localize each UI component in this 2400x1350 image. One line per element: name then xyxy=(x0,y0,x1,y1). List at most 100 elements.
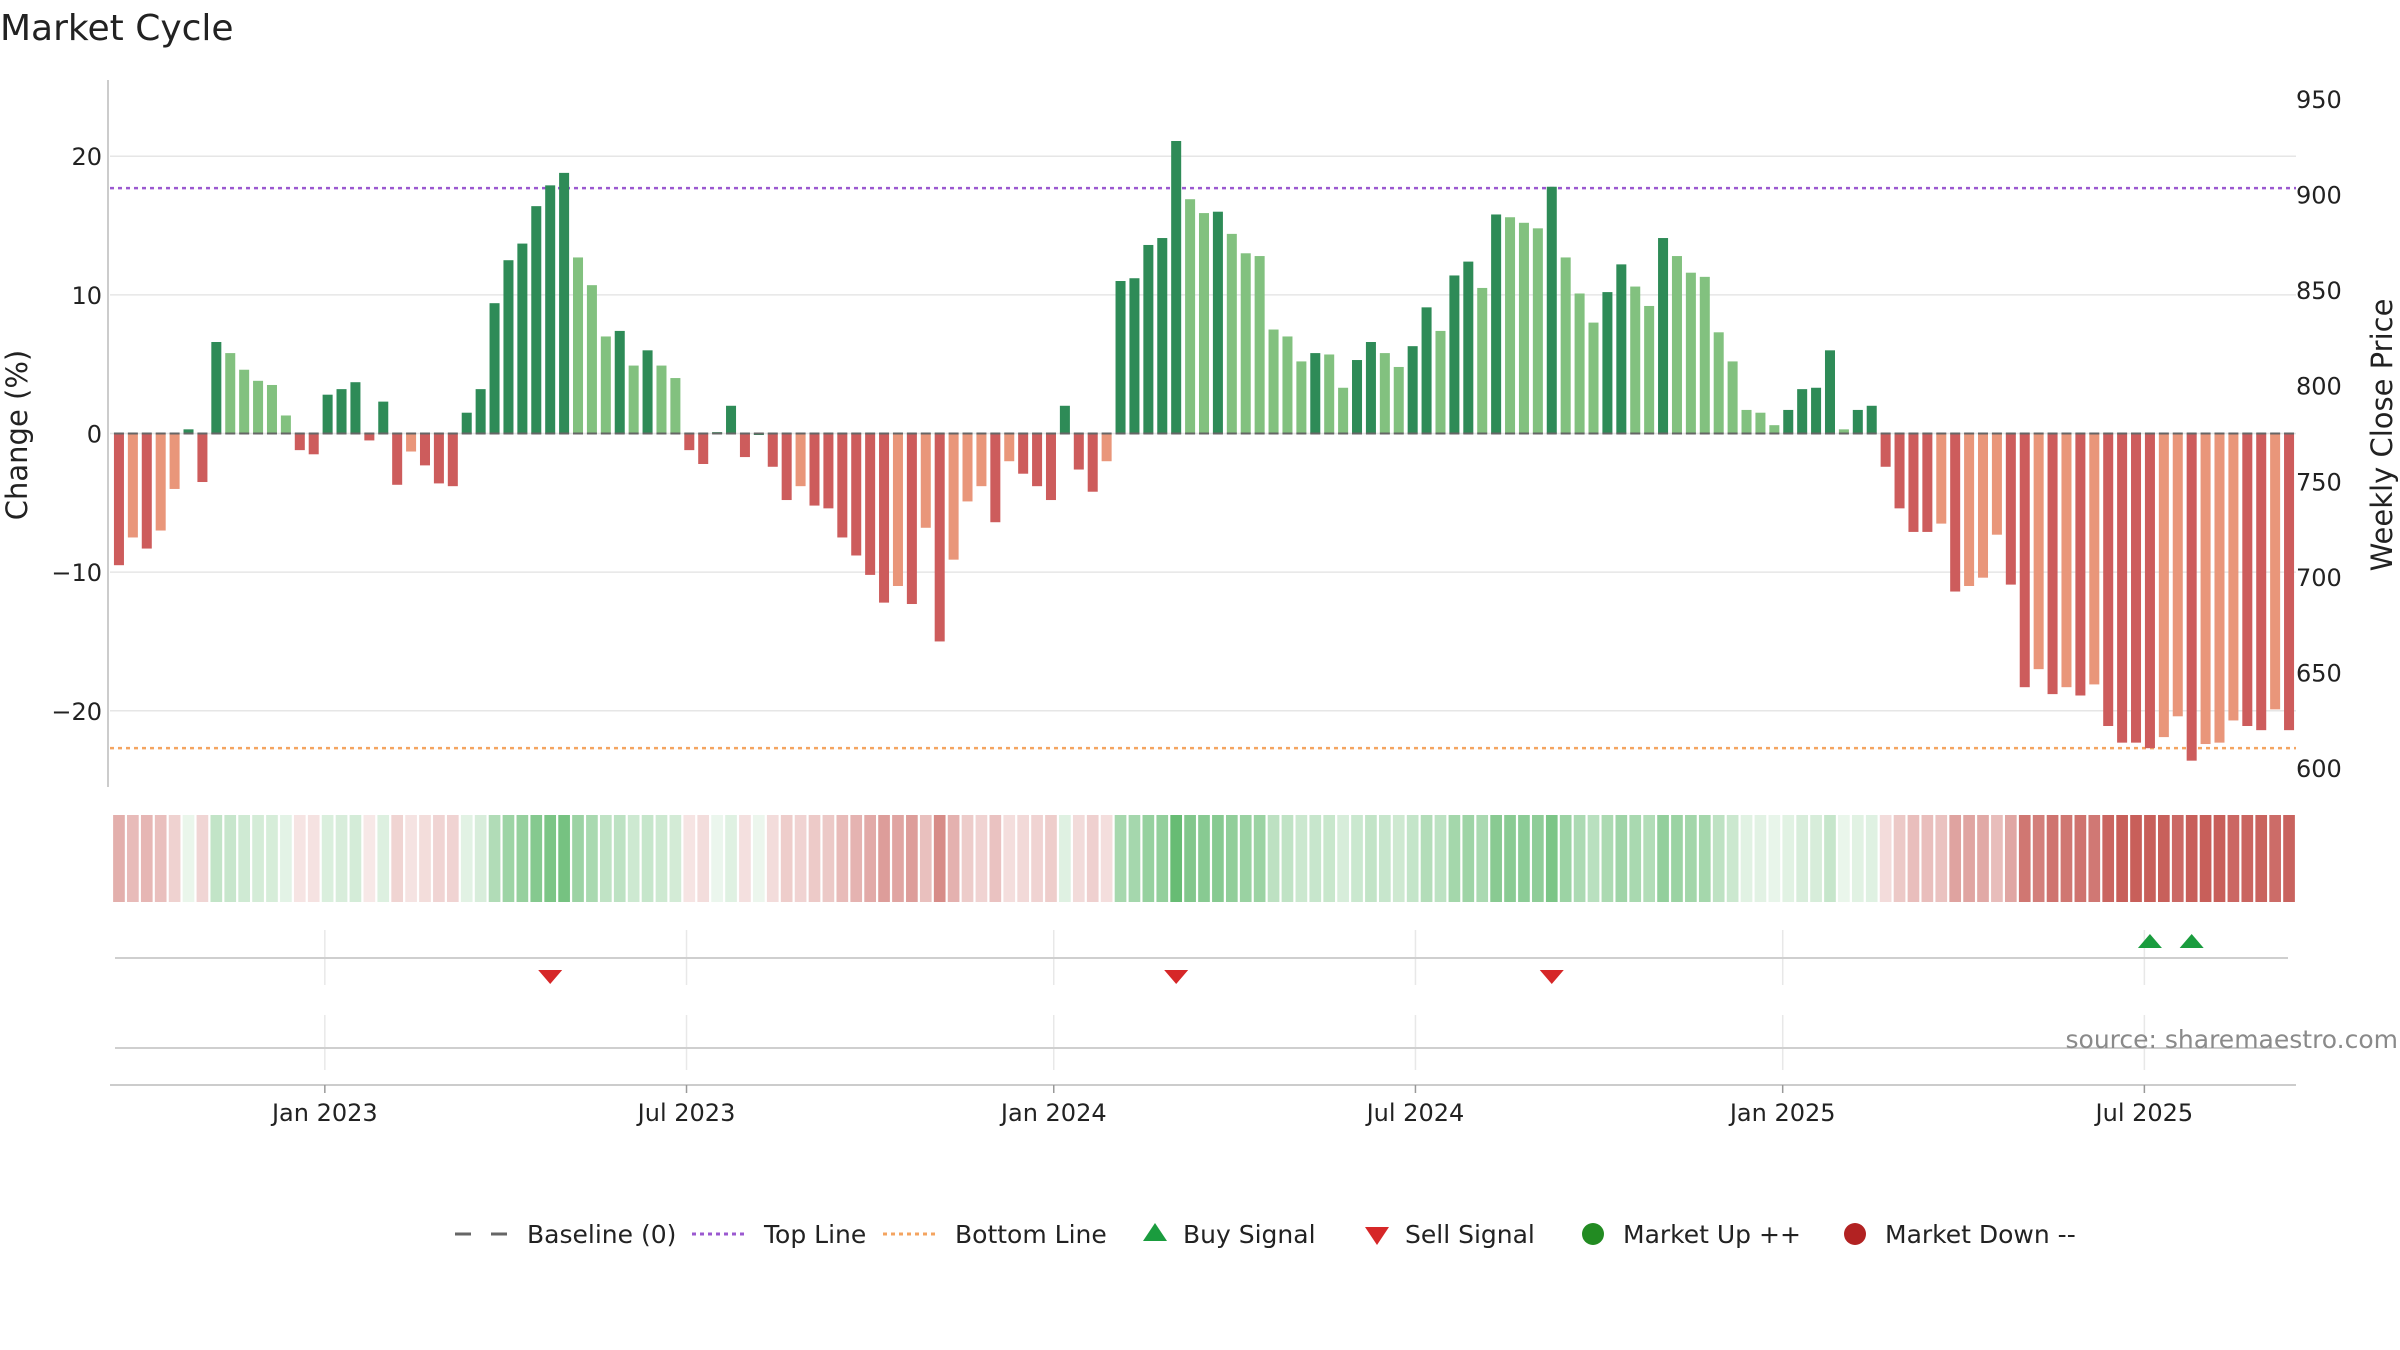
bar xyxy=(1616,264,1627,434)
heat-cell xyxy=(1337,815,1349,902)
bar xyxy=(823,433,834,509)
bar xyxy=(1157,238,1168,434)
heat-cell xyxy=(1253,815,1266,902)
heat-cell xyxy=(864,815,876,902)
heat-cell xyxy=(1100,815,1113,902)
x-tick-label: Jul 2024 xyxy=(1365,1099,1465,1127)
bar xyxy=(308,433,319,455)
bar xyxy=(726,405,737,434)
heat-cell xyxy=(1865,815,1878,902)
heat-cell xyxy=(1031,815,1043,902)
bar xyxy=(1644,305,1655,434)
heat-cell xyxy=(293,815,306,902)
bar xyxy=(294,433,305,451)
heat-cell xyxy=(1212,815,1224,902)
bar xyxy=(183,429,194,434)
bar xyxy=(892,433,903,586)
heat-cell xyxy=(1615,815,1628,902)
bar xyxy=(920,433,931,528)
heat-cell xyxy=(1754,815,1767,902)
heat-cell xyxy=(377,815,390,902)
heat-cell xyxy=(1142,815,1155,902)
heat-cell xyxy=(683,815,696,902)
bar xyxy=(1059,405,1070,434)
heat-cell xyxy=(1685,815,1697,902)
heat-cell xyxy=(947,815,960,902)
heat-cell xyxy=(516,815,529,902)
heat-cell xyxy=(1698,815,1711,902)
bar xyxy=(2186,433,2197,761)
heat-cell xyxy=(2283,815,2295,902)
y-left-tick-label: −10 xyxy=(51,559,102,587)
heat-cell xyxy=(1740,815,1753,902)
heat-cell xyxy=(1518,815,1530,902)
heat-cell xyxy=(460,815,473,902)
bar xyxy=(865,433,876,575)
bar xyxy=(1991,433,2002,535)
bar xyxy=(2172,433,2183,717)
bar xyxy=(1463,261,1474,434)
bar xyxy=(1769,425,1780,434)
heat-cell xyxy=(586,815,598,902)
heat-cell xyxy=(1768,815,1781,902)
bar xyxy=(1755,412,1766,434)
bar xyxy=(1532,228,1543,434)
heat-cell xyxy=(140,815,153,902)
heat-cell xyxy=(363,815,376,902)
heat-cell xyxy=(1893,815,1906,902)
bar xyxy=(1393,366,1404,434)
bar xyxy=(642,350,653,434)
bar xyxy=(670,378,681,434)
bar xyxy=(1143,244,1154,434)
bar xyxy=(2242,433,2253,727)
bar xyxy=(239,369,250,434)
heat-cell xyxy=(1378,815,1391,902)
bar xyxy=(1546,186,1557,434)
heat-cell xyxy=(1879,815,1892,902)
heat-cell xyxy=(1559,815,1572,902)
bar xyxy=(2158,433,2169,738)
bar xyxy=(934,433,945,642)
heat-cell xyxy=(1239,815,1252,902)
heat-cell xyxy=(2269,815,2281,902)
heat-cell xyxy=(1991,815,2003,902)
bar xyxy=(1324,354,1335,434)
bar xyxy=(1449,275,1460,434)
bar xyxy=(1268,329,1279,434)
heat-cell xyxy=(1851,815,1864,902)
legend-triangle-up-icon xyxy=(1143,1223,1167,1241)
bar xyxy=(378,401,389,434)
bar xyxy=(1977,433,1989,578)
bar xyxy=(266,384,277,434)
bar xyxy=(1824,350,1835,434)
heat-cell xyxy=(613,815,626,902)
heat-cell xyxy=(1796,815,1809,902)
sell-signal-marker xyxy=(1164,970,1189,984)
heat-cell xyxy=(252,815,264,902)
bar xyxy=(962,433,973,502)
heat-cell xyxy=(1114,815,1127,902)
heat-cell xyxy=(892,815,904,902)
bar xyxy=(1365,342,1376,434)
bar xyxy=(559,172,570,434)
heat-cell xyxy=(2227,815,2240,902)
bar xyxy=(1296,361,1307,434)
bar xyxy=(113,433,124,566)
bar xyxy=(419,433,431,466)
y-left-tick-label: 20 xyxy=(71,143,102,171)
heat-cell xyxy=(266,815,278,902)
bar xyxy=(1671,256,1682,434)
bar xyxy=(1254,256,1265,434)
bar xyxy=(447,433,458,487)
bar xyxy=(684,433,695,451)
heat-cell xyxy=(446,815,459,902)
heat-cell xyxy=(655,815,668,902)
heat-cell xyxy=(168,815,181,902)
heat-cell xyxy=(1726,815,1739,902)
heat-cell xyxy=(1977,815,1989,902)
bar xyxy=(211,342,222,434)
bar xyxy=(1950,433,1961,592)
bar xyxy=(2061,433,2072,688)
heat-cell xyxy=(1198,815,1210,902)
y-right-tick-label: 950 xyxy=(2296,86,2342,114)
